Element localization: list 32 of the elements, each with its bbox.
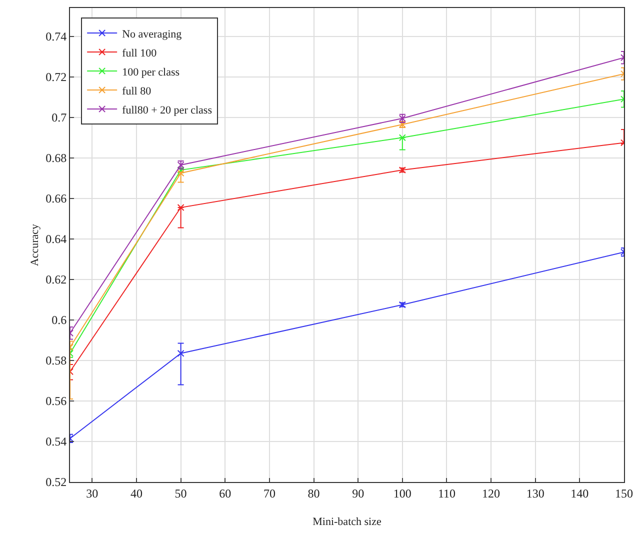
x-tick-label: 150 [615, 486, 633, 500]
x-tick-label: 100 [393, 486, 412, 500]
x-tick-label: 140 [570, 486, 589, 500]
y-axis-title: Accuracy [29, 223, 41, 266]
y-tick-label: 0.54 [46, 434, 67, 449]
x-axis-title: Mini-batch size [312, 516, 382, 528]
y-tick-label: 0.6 [52, 313, 67, 328]
legend-label: full80 + 20 per class [122, 104, 212, 116]
legend-label: 100 per class [122, 66, 180, 78]
y-tick-label: 0.62 [46, 272, 67, 287]
x-tick-label: 60 [219, 486, 232, 500]
y-tick-label: 0.56 [46, 394, 67, 408]
y-tick-label: 0.52 [46, 475, 67, 490]
x-tick-label: 40 [130, 486, 142, 500]
x-tick-label: 30 [86, 486, 98, 500]
y-tick-label: 0.64 [46, 232, 67, 246]
legend-label: full 100 [122, 47, 158, 60]
y-tick-label: 0.7 [52, 110, 67, 125]
y-tick-label: 0.66 [46, 192, 67, 206]
y-tick-label: 0.74 [46, 30, 67, 44]
legend-label: No averaging [122, 28, 182, 40]
y-tick-label: 0.72 [46, 70, 67, 84]
x-tick-label: 110 [438, 486, 456, 500]
x-tick-label: 90 [352, 486, 364, 500]
x-tick-label: 80 [308, 486, 320, 500]
x-tick-label: 50 [174, 486, 187, 500]
x-tick-label: 120 [482, 486, 500, 500]
y-tick-label: 0.68 [46, 151, 67, 166]
x-tick-label: 70 [263, 486, 276, 500]
x-tick-label: 130 [526, 486, 544, 500]
y-tick-label: 0.58 [46, 354, 67, 368]
legend-label: full 80 [122, 85, 152, 98]
